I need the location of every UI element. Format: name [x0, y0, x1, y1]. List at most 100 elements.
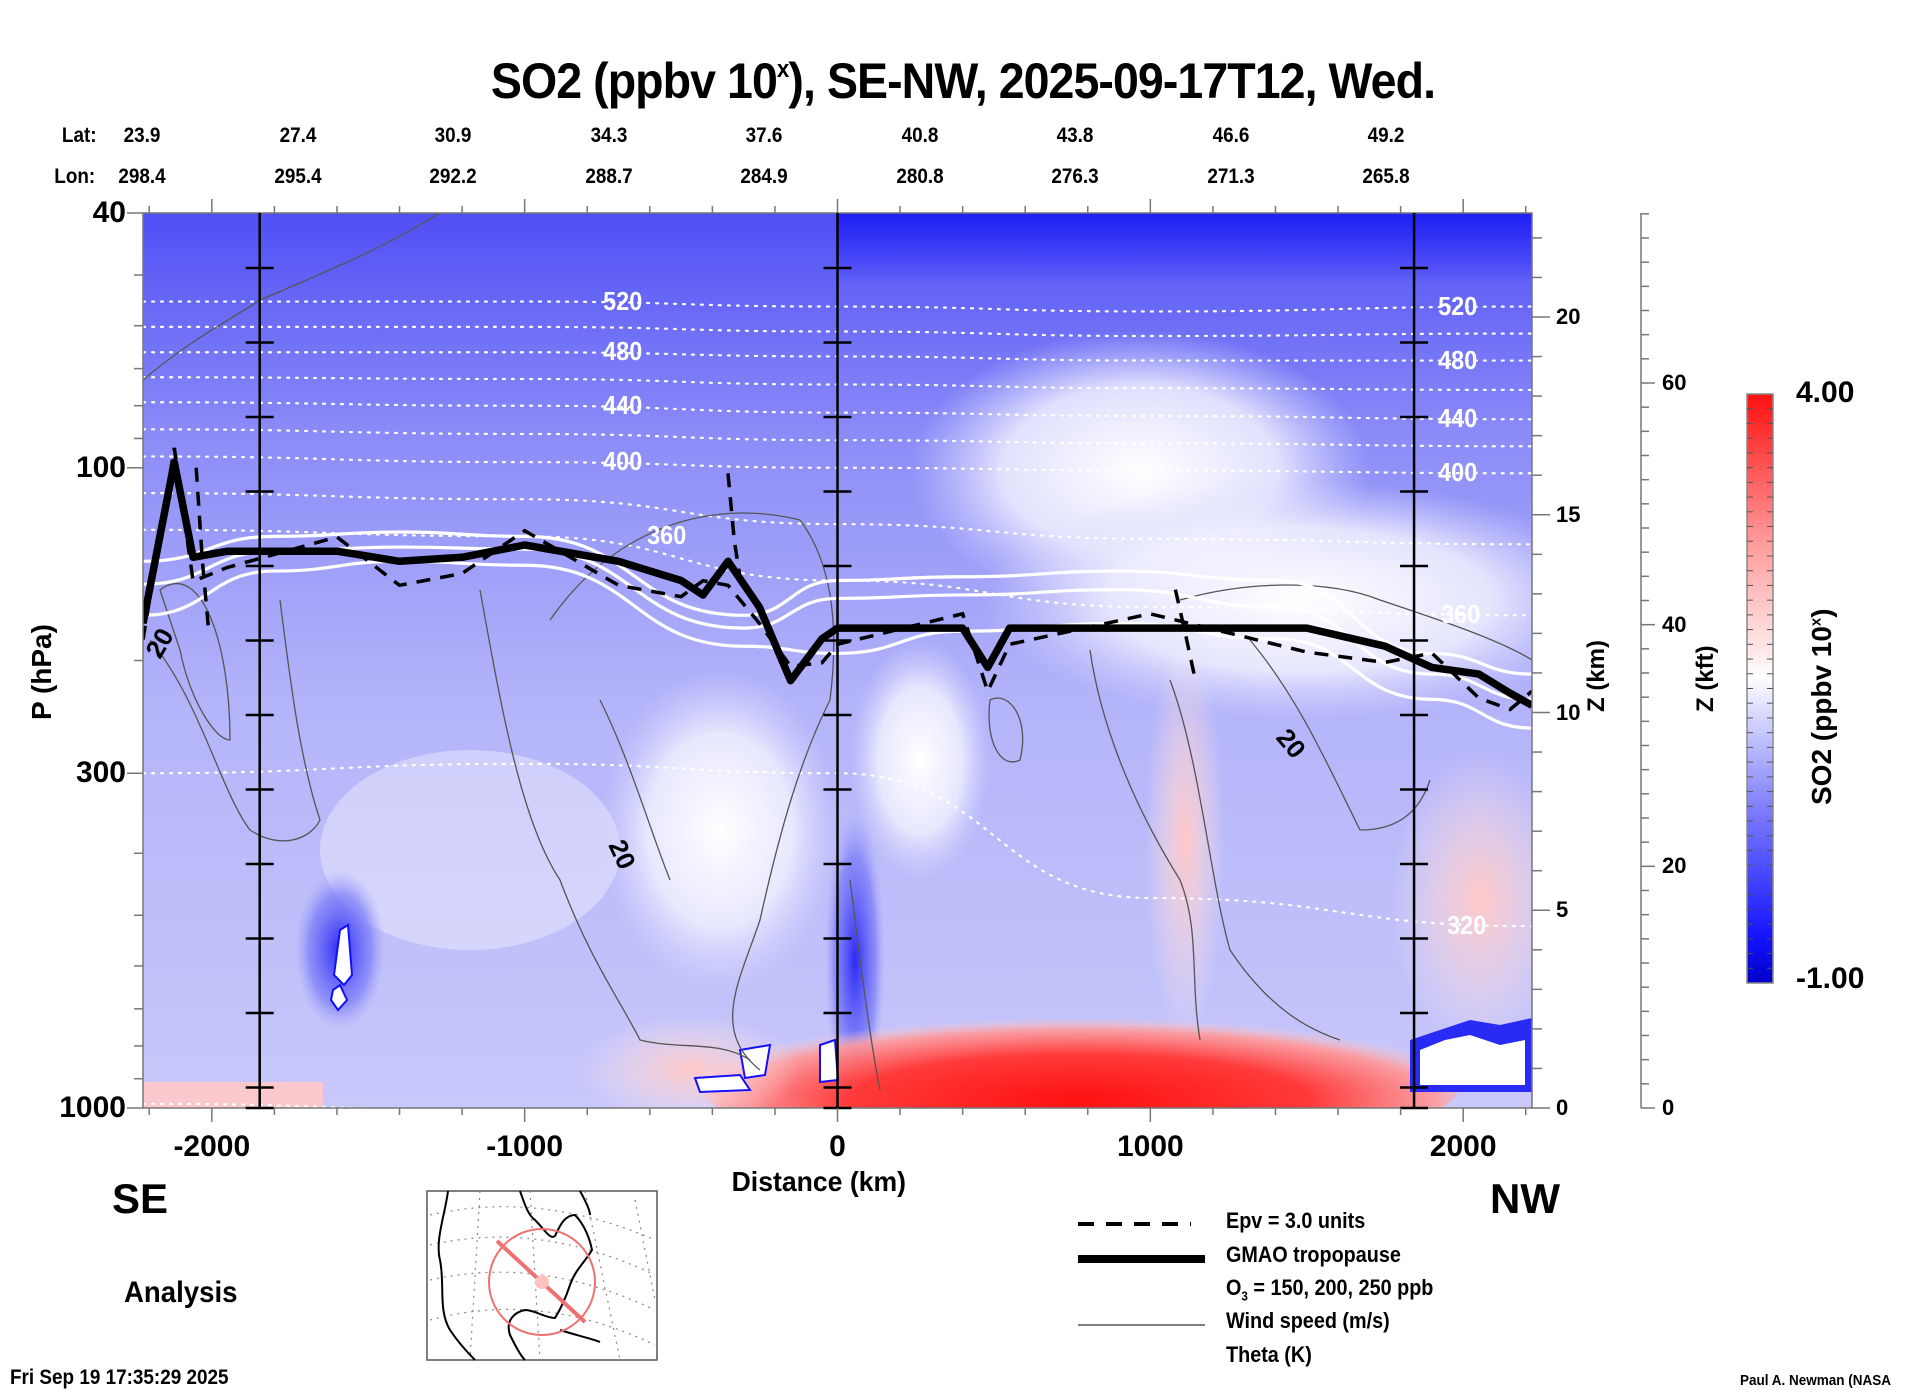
wind-contour	[1089, 649, 1201, 1041]
field-white-nw	[1420, 1035, 1525, 1085]
zkft-tick-label: 40	[1662, 611, 1687, 637]
distance-tick-label: 0	[829, 1130, 846, 1163]
field-pink-column	[1145, 640, 1225, 1040]
theta-label: 320	[1447, 910, 1487, 941]
longitude-value: 271.3	[1206, 165, 1255, 188]
latitude-value: 49.2	[1367, 124, 1405, 147]
zkft-axis-title: Z (kft)	[1692, 645, 1719, 712]
wind-contour	[479, 589, 751, 1061]
marker-lines	[245, 213, 1429, 1110]
pressure-tick-label: 1000	[59, 1091, 126, 1124]
map-graticule	[429, 1190, 656, 1361]
theta-label: 400	[602, 446, 642, 477]
zkm-tick-label: 10	[1556, 699, 1581, 725]
analysis-label: Analysis	[124, 1276, 238, 1309]
legend-label-theta: Theta (K)	[1226, 1342, 1312, 1367]
pressure-tick-label: 100	[75, 450, 126, 484]
colorbar-min-label: -1.00	[1796, 962, 1865, 995]
legend-label-tropopause: GMAO tropopause	[1226, 1242, 1401, 1267]
longitude-value: 295.4	[273, 165, 322, 188]
latitude-value: 30.9	[434, 124, 472, 147]
longitude-value: 280.8	[895, 165, 944, 188]
epv-line	[143, 447, 1532, 712]
kft-axis-ticks	[1641, 213, 1655, 1109]
zkm-axis-title: Z (km)	[1583, 640, 1610, 712]
theta-label: 520	[602, 285, 642, 316]
legend-label-wind: Wind speed (m/s)	[1226, 1308, 1390, 1333]
wind-contour	[1169, 679, 1341, 1041]
theta-label: 520	[1438, 290, 1478, 321]
lon-label: Lon:	[54, 165, 96, 188]
zkft-tick-label: 20	[1662, 853, 1687, 879]
generated-timestamp: Fri Sep 19 17:35:29 2025	[10, 1366, 229, 1389]
map-inset	[426, 1190, 658, 1361]
map-range-circle	[488, 1228, 596, 1336]
so2-field	[143, 213, 1532, 1108]
colorbar-max-label: 4.00	[1796, 376, 1855, 409]
latitude-value: 23.9	[123, 124, 161, 147]
axis-ticks	[127, 199, 1550, 1122]
longitude-value: 292.2	[429, 165, 477, 188]
field-white-lobe-mid	[320, 750, 620, 950]
latitude-value: 40.8	[901, 124, 938, 147]
chart-title: SO2 (ppbv 10x), SE-NW, 2025-09-17T12, We…	[490, 53, 1436, 109]
colorbar-ticks	[1747, 408, 1773, 969]
field-white-patch	[738, 1043, 772, 1080]
epv-contour	[143, 447, 1532, 712]
theta-label: 440	[602, 389, 642, 420]
distance-tick-label: -2000	[173, 1130, 251, 1163]
zkm-tick-label: 5	[1556, 897, 1569, 923]
pressure-tick-label: 40	[92, 196, 126, 229]
zkm-tick-label: 15	[1556, 501, 1581, 527]
zkft-tick-label: 60	[1662, 370, 1687, 395]
theta-label: 480	[1438, 344, 1478, 375]
legend-swatches	[1078, 1222, 1205, 1360]
field-red-boundary-layer	[700, 1010, 1460, 1108]
zkm-tick-label: 20	[1556, 304, 1581, 329]
map-section-center	[535, 1275, 549, 1289]
legend-labels: Epv = 3.0 units GMAO tropopause O3 = 150…	[1036, 1191, 1455, 1374]
latitude-value: 43.8	[1056, 124, 1094, 147]
latitude-value: 27.4	[279, 124, 316, 147]
pressure-tick-label: 300	[75, 756, 126, 790]
latitude-value: 46.6	[1212, 124, 1249, 147]
zkm-tick-label: 0	[1556, 1095, 1569, 1120]
field-upper-nw	[837, 213, 1532, 283]
field-white-lobe-center	[600, 670, 840, 990]
y-axis-title: P (hPa)	[26, 624, 57, 720]
direction-label-nw: NW	[1490, 1175, 1560, 1222]
tropopause-line	[143, 458, 1532, 709]
distance-tick-label: 2000	[1429, 1130, 1497, 1163]
latitude-value: 34.3	[590, 124, 627, 147]
wind-contour	[549, 512, 835, 1071]
direction-label-se: SE	[112, 1175, 169, 1222]
field-white-patch	[819, 1038, 840, 1084]
legend-label-o3: O3 = 150, 200, 250 ppb	[1226, 1275, 1434, 1304]
longitude-value: 276.3	[1051, 165, 1099, 188]
wind-contour	[849, 879, 881, 1091]
legend-label-epv: Epv = 3.0 units	[1226, 1208, 1366, 1233]
zkft-tick-label: 0	[1662, 1095, 1675, 1120]
wind-contour	[599, 699, 671, 881]
theta-label: 440	[1438, 403, 1478, 434]
longitude-value: 284.9	[740, 165, 788, 188]
wind-contour	[988, 697, 1024, 763]
field-white-patch	[693, 1073, 752, 1094]
wind-contour	[1179, 584, 1532, 661]
wind-contour	[159, 583, 231, 741]
theta-label: 400	[1438, 457, 1478, 488]
x-axis-title: Distance (km)	[731, 1166, 907, 1197]
epv-spike	[194, 467, 211, 632]
colorbar-title: SO2 (ppbv 10x)	[1806, 608, 1837, 805]
tropopause-path	[143, 458, 1532, 709]
theta-line	[143, 762, 1532, 928]
distance-tick-label: -1000	[486, 1130, 564, 1163]
author-credit: Paul A. Newman (NASA	[1740, 1372, 1892, 1389]
field-white-patch	[329, 983, 349, 1012]
latitude-value: 37.6	[745, 124, 783, 147]
field-white-lobe-right	[850, 640, 990, 880]
longitude-value: 265.8	[1362, 165, 1410, 188]
field-white-patch	[332, 923, 354, 987]
theta-label: 480	[602, 336, 642, 367]
